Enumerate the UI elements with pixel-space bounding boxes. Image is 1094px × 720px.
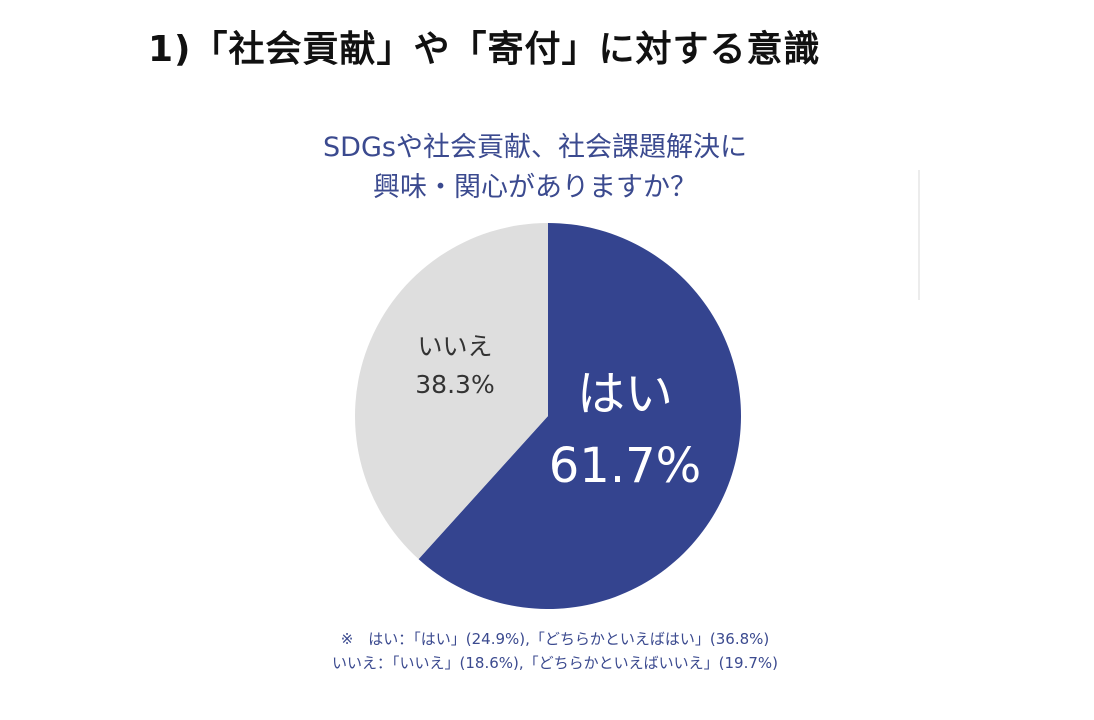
- page-heading: 1)「社会貢献」や「寄付」に対する意識: [148, 29, 821, 70]
- footnote-yes-breakdown: ※ はい：「はい」(24.9%),「どちらかといえばはい」(36.8%): [340, 630, 770, 648]
- slice-label-yes: はい: [576, 366, 673, 422]
- chart-title-line-2: 興味・関心がありますか？: [373, 172, 697, 203]
- footnote-no-breakdown: いいえ：「いいえ」(18.6%),「どちらかといえばいいえ」(19.7%): [332, 654, 778, 672]
- decorative-divider: [918, 170, 920, 300]
- chart-title-line-1: SDGsや社会貢献、社会課題解決に: [323, 132, 747, 163]
- pie-slice-yes: [418, 223, 741, 609]
- slice-value-no: 38.3%: [415, 370, 495, 399]
- pie-slice-no: [354, 223, 548, 560]
- slice-label-no: いいえ: [417, 332, 493, 361]
- slice-value-yes: 61.7%: [548, 438, 702, 494]
